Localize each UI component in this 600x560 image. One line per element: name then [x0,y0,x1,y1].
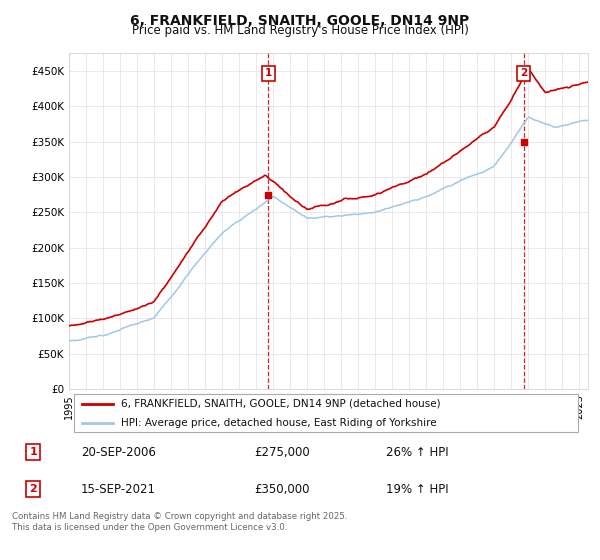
Text: 6, FRANKFIELD, SNAITH, GOOLE, DN14 9NP (detached house): 6, FRANKFIELD, SNAITH, GOOLE, DN14 9NP (… [121,399,440,409]
Text: Price paid vs. HM Land Registry's House Price Index (HPI): Price paid vs. HM Land Registry's House … [131,24,469,37]
Text: £350,000: £350,000 [254,483,310,496]
Text: 19% ↑ HPI: 19% ↑ HPI [386,483,449,496]
Text: 2: 2 [520,68,527,78]
Text: 15-SEP-2021: 15-SEP-2021 [81,483,156,496]
Text: 1: 1 [265,68,272,78]
Text: 6, FRANKFIELD, SNAITH, GOOLE, DN14 9NP: 6, FRANKFIELD, SNAITH, GOOLE, DN14 9NP [130,14,470,28]
Text: £275,000: £275,000 [254,446,310,459]
FancyBboxPatch shape [74,394,578,432]
Text: HPI: Average price, detached house, East Riding of Yorkshire: HPI: Average price, detached house, East… [121,418,437,428]
Text: 26% ↑ HPI: 26% ↑ HPI [386,446,449,459]
Text: 20-SEP-2006: 20-SEP-2006 [81,446,156,459]
Text: 2: 2 [29,484,37,494]
Text: 1: 1 [29,447,37,457]
Text: Contains HM Land Registry data © Crown copyright and database right 2025.
This d: Contains HM Land Registry data © Crown c… [12,512,347,531]
